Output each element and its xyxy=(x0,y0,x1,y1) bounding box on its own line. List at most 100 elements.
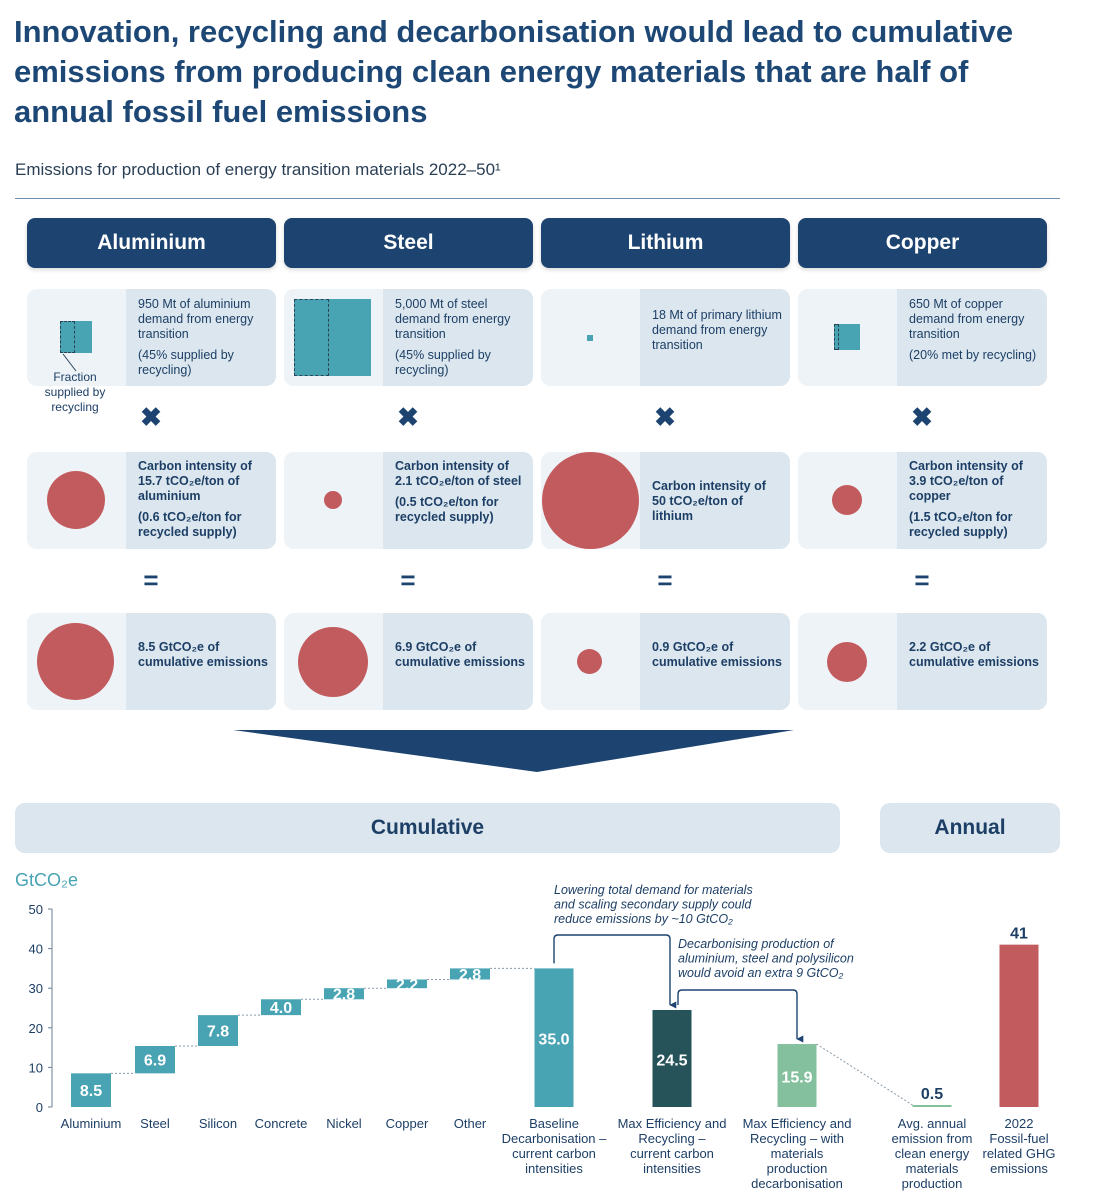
category-label: Aluminium xyxy=(61,1116,122,1131)
bar-value-label: 8.5 xyxy=(80,1083,102,1100)
funnel-arrow xyxy=(233,730,794,772)
category-label: Other xyxy=(454,1116,487,1131)
intensity-text: Carbon intensity of 50 tCO₂e/ton of lith… xyxy=(652,479,766,523)
annual-bar xyxy=(912,1105,952,1107)
recycled-fraction xyxy=(834,324,839,350)
result-circle xyxy=(577,649,602,674)
bar-value-label: 4.0 xyxy=(270,1000,292,1017)
fraction-pointer xyxy=(62,353,77,372)
divider xyxy=(15,198,1060,199)
demand-text: 950 Mt of aluminium demand from energy t… xyxy=(138,297,254,377)
recycled-fraction xyxy=(294,299,329,376)
category-label: Copper xyxy=(386,1116,429,1131)
demand-square xyxy=(60,321,92,353)
category-label: 2022 Fossil-fuel related GHG emissions xyxy=(983,1116,1056,1176)
annual-bar xyxy=(999,944,1039,1107)
category-label: Nickel xyxy=(326,1116,362,1131)
result-text: 6.9 GtCO₂e of cumulative emissions xyxy=(395,640,525,669)
intensity-circle xyxy=(542,452,639,549)
result-card-lithium: 0.9 GtCO₂e of cumulative emissions xyxy=(541,613,790,710)
total-bar xyxy=(777,1044,817,1107)
annotation-arrow xyxy=(553,934,677,1009)
waterfall-bar xyxy=(324,988,364,1000)
intensity-circle xyxy=(47,471,105,529)
waterfall-bar xyxy=(135,1046,175,1074)
bar-value-label: 15.9 xyxy=(781,1070,812,1087)
equals-icon: = xyxy=(143,565,159,595)
column-header-copper: Copper xyxy=(798,218,1047,268)
demand-text: 5,000 Mt of steel demand from energy tra… xyxy=(395,297,511,377)
column-header-steel: Steel xyxy=(284,218,533,268)
waterfall-bar xyxy=(261,999,301,1016)
bar-value-label: 24.5 xyxy=(656,1052,687,1069)
waterfall-chart: GtCO₂e 0 10 20 30 40 50 8.5 Aluminium 6.9 Steel 7.8… xyxy=(15,870,1056,1191)
bar-value-label: 41 xyxy=(1010,926,1028,943)
waterfall-bar xyxy=(387,979,427,989)
category-label: Concrete xyxy=(255,1116,308,1131)
y-tick-label: 10 xyxy=(29,1060,43,1075)
times-icon: ✖ xyxy=(140,402,162,432)
bar-value-label: 2.8 xyxy=(459,967,481,984)
band-annual: Annual xyxy=(880,803,1060,853)
connector-line xyxy=(816,1043,913,1106)
result-card-aluminium: 8.5 GtCO₂e of cumulative emissions xyxy=(27,613,276,710)
bar-value-label: 6.9 xyxy=(144,1053,166,1070)
result-card-copper: 2.2 GtCO₂e of cumulative emissions xyxy=(798,613,1047,710)
demand-card-copper: 650 Mt of copper demand from energy tran… xyxy=(798,289,1047,386)
y-tick-label: 30 xyxy=(29,981,43,996)
intensity-card-lithium: Carbon intensity of 50 tCO₂e/ton of lith… xyxy=(541,452,790,549)
result-circle xyxy=(37,623,114,700)
category-label: Baseline Decarbonisation – current carbon i… xyxy=(502,1116,608,1176)
result-text: 8.5 GtCO₂e of cumulative emissions xyxy=(138,640,268,669)
band-cumulative: Cumulative xyxy=(15,803,840,853)
page-title: Innovation, recycling and decarbonisatio… xyxy=(14,14,1014,129)
demand-square xyxy=(294,299,371,376)
annotation-text: Decarbonising production of aluminium, st… xyxy=(678,937,854,980)
result-text: 2.2 GtCO₂e of cumulative emissions xyxy=(909,640,1039,669)
result-card-steel: 6.9 GtCO₂e of cumulative emissions xyxy=(284,613,533,710)
bar-value-label: 0.5 xyxy=(921,1086,943,1103)
bar-value-label: 7.8 xyxy=(207,1024,229,1041)
demand-card-steel: 5,000 Mt of steel demand from energy tra… xyxy=(284,289,533,386)
intensity-card-steel: Carbon intensity of 2.1 tCO₂e/ton of ste… xyxy=(284,452,533,549)
chart-subtitle: Emissions for production of energy trans… xyxy=(15,160,501,179)
category-label: Max Efficiency and Recycling – current car… xyxy=(618,1116,727,1176)
equals-icon: = xyxy=(657,565,673,595)
y-tick-label: 50 xyxy=(29,902,43,917)
category-label: Steel xyxy=(140,1116,170,1131)
waterfall-bar xyxy=(198,1015,238,1047)
intensity-circle xyxy=(832,485,862,515)
total-bar xyxy=(534,968,574,1107)
y-tick-label: 0 xyxy=(36,1100,43,1115)
equals-icon: = xyxy=(914,565,930,595)
column-header-lithium: Lithium xyxy=(541,218,790,268)
bar-value-label: 2.2 xyxy=(396,977,418,994)
times-icon: ✖ xyxy=(397,402,419,432)
demand-card-lithium: 18 Mt of primary lithium demand from ene… xyxy=(541,289,790,386)
intensity-circle xyxy=(324,491,342,509)
intensity-text: Carbon intensity of 2.1 tCO₂e/ton of ste… xyxy=(395,459,522,524)
y-tick-label: 20 xyxy=(29,1021,43,1036)
equals-icon: = xyxy=(400,565,416,595)
bar-value-label: 35.0 xyxy=(538,1032,569,1049)
intensity-card-aluminium: Carbon intensity of 15.7 tCO₂e/ton of al… xyxy=(27,452,276,549)
total-bar xyxy=(652,1009,692,1107)
intensity-card-copper: Carbon intensity of 3.9 tCO₂e/ton of cop… xyxy=(798,452,1047,549)
demand-square xyxy=(587,335,593,341)
annotation-text: Lowering total demand for materials and s… xyxy=(554,883,753,926)
times-icon: ✖ xyxy=(654,402,676,432)
intensity-text: Carbon intensity of 3.9 tCO₂e/ton of cop… xyxy=(909,459,1023,539)
column-header-aluminium: Aluminium xyxy=(27,218,276,268)
demand-text: 650 Mt of copper demand from energy tran… xyxy=(909,297,1037,362)
y-tick-label: 40 xyxy=(29,942,43,957)
demand-text: 18 Mt of primary lithium demand from ene… xyxy=(652,308,782,352)
category-label: Silicon xyxy=(199,1116,237,1131)
fraction-label: Fraction supplied by recycling xyxy=(44,370,106,414)
category-label: Max Efficiency and Recycling – with materi… xyxy=(743,1116,852,1191)
bar-value-label: 2.8 xyxy=(333,987,355,1004)
demand-card-aluminium: 950 Mt of aluminium demand from energy t… xyxy=(27,289,276,386)
waterfall-bar xyxy=(450,968,490,980)
annotation-arrow xyxy=(677,989,804,1043)
waterfall-bar xyxy=(71,1073,111,1107)
intensity-text: Carbon intensity of 15.7 tCO₂e/ton of al… xyxy=(138,459,252,539)
